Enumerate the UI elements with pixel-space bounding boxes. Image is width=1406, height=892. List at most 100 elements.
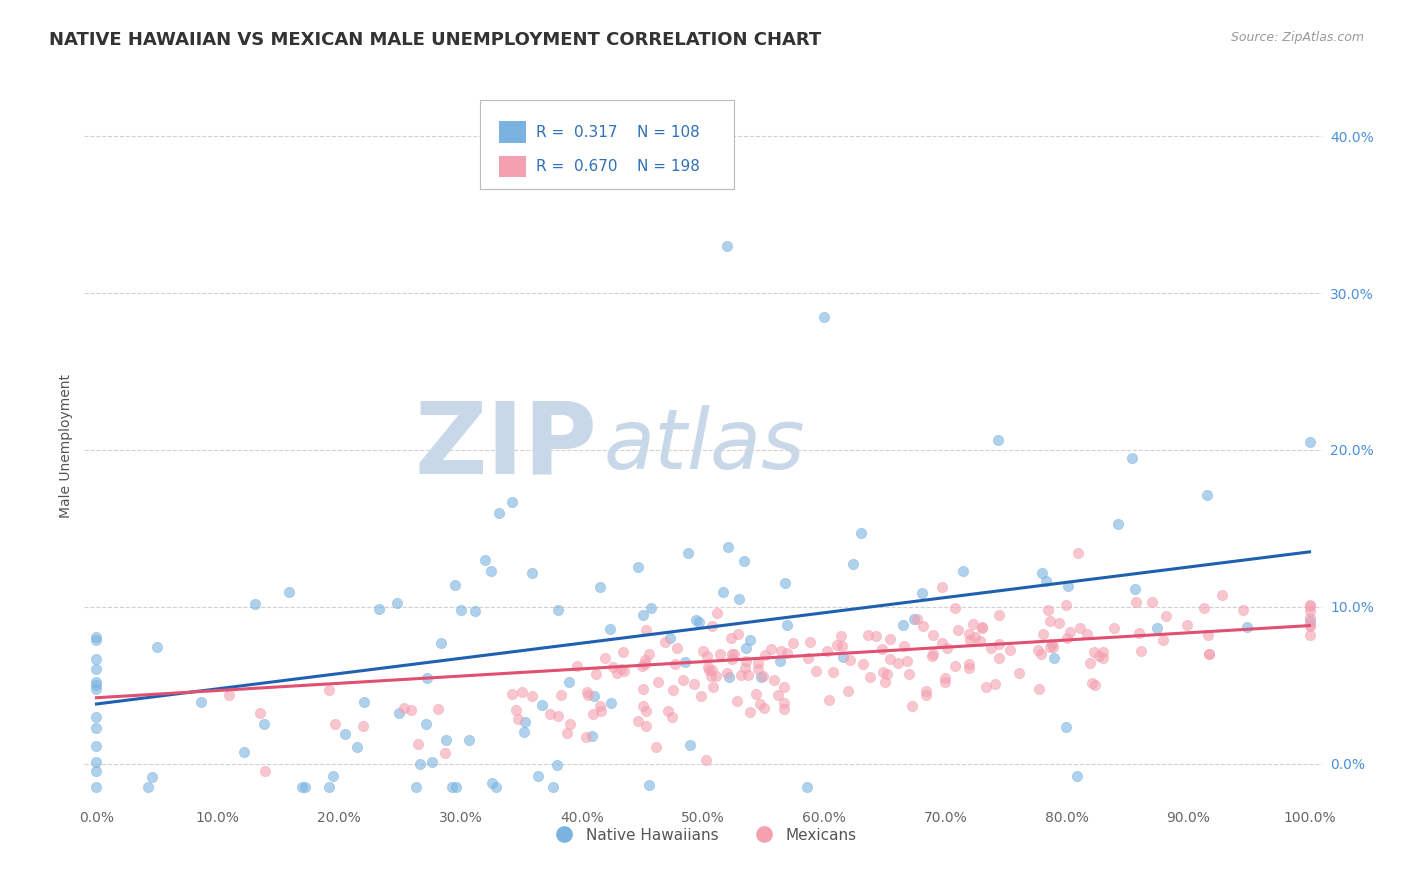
- Point: [1040, 637, 1063, 651]
- Point: [86, 710, 108, 724]
- Point: [832, 649, 855, 664]
- Point: [685, 613, 707, 627]
- Point: [1039, 614, 1062, 628]
- Point: [253, 716, 276, 731]
- Point: [859, 670, 882, 684]
- Point: [333, 727, 356, 741]
- Point: [773, 576, 796, 591]
- Point: [945, 601, 967, 615]
- Point: [959, 632, 981, 647]
- Point: [86, 682, 108, 697]
- Point: [575, 730, 598, 744]
- Point: [634, 653, 657, 667]
- Point: [799, 635, 821, 649]
- Point: [751, 669, 773, 683]
- Point: [86, 755, 108, 769]
- Point: [665, 640, 688, 655]
- Point: [1121, 451, 1143, 466]
- Point: [589, 705, 612, 719]
- Point: [278, 585, 301, 599]
- Point: [727, 627, 749, 641]
- Point: [409, 757, 432, 772]
- Point: [1298, 435, 1320, 450]
- Point: [426, 702, 449, 716]
- Point: [385, 596, 408, 610]
- Point: [934, 674, 956, 689]
- Point: [716, 239, 738, 253]
- Text: R =  0.317    N = 108: R = 0.317 N = 108: [536, 125, 700, 139]
- Point: [872, 665, 894, 679]
- Point: [748, 698, 770, 712]
- Point: [1008, 666, 1031, 681]
- Point: [1298, 615, 1320, 629]
- Point: [879, 632, 901, 646]
- Point: [515, 714, 537, 729]
- Text: R =  0.670    N = 198: R = 0.670 N = 198: [536, 159, 700, 174]
- FancyBboxPatch shape: [499, 155, 526, 177]
- Point: [1039, 640, 1062, 654]
- Point: [725, 694, 748, 708]
- Point: [852, 657, 875, 671]
- Point: [921, 648, 943, 663]
- Point: [575, 685, 598, 699]
- Point: [911, 586, 934, 600]
- Point: [751, 670, 773, 684]
- Point: [841, 557, 863, 571]
- Point: [987, 607, 1010, 622]
- Point: [1129, 644, 1152, 658]
- Point: [709, 647, 731, 661]
- Point: [720, 632, 742, 646]
- Point: [647, 674, 669, 689]
- Point: [1054, 720, 1077, 734]
- Point: [145, 640, 167, 654]
- Point: [1026, 642, 1049, 657]
- Point: [759, 642, 782, 657]
- Point: [838, 653, 860, 667]
- Point: [988, 637, 1011, 651]
- Point: [1054, 598, 1077, 612]
- Point: [636, 719, 658, 733]
- Point: [737, 667, 759, 681]
- Point: [876, 666, 898, 681]
- Point: [1298, 611, 1320, 625]
- Point: [86, 764, 108, 778]
- Point: [804, 664, 827, 678]
- Point: [766, 688, 789, 702]
- Point: [901, 699, 924, 714]
- Point: [662, 682, 685, 697]
- Point: [588, 580, 610, 594]
- Point: [661, 709, 683, 723]
- Point: [1031, 648, 1053, 662]
- Point: [957, 661, 980, 675]
- Point: [441, 780, 464, 794]
- Y-axis label: Male Unemployment: Male Unemployment: [59, 374, 73, 518]
- Point: [388, 706, 411, 720]
- Point: [1076, 627, 1098, 641]
- Point: [965, 630, 987, 644]
- Point: [773, 681, 796, 695]
- Point: [657, 705, 679, 719]
- Point: [1083, 645, 1105, 659]
- Point: [557, 675, 579, 690]
- Point: [1123, 582, 1146, 597]
- Point: [1128, 626, 1150, 640]
- Point: [218, 688, 240, 702]
- Point: [676, 545, 699, 559]
- Point: [430, 636, 453, 650]
- Point: [394, 701, 416, 715]
- Point: [1175, 618, 1198, 632]
- Point: [485, 780, 508, 794]
- Point: [565, 659, 588, 673]
- Point: [1125, 595, 1147, 609]
- Point: [1084, 678, 1107, 692]
- Point: [1036, 603, 1059, 617]
- Point: [86, 739, 108, 754]
- Point: [416, 671, 439, 685]
- Point: [636, 623, 658, 637]
- Point: [420, 756, 443, 770]
- Point: [763, 673, 786, 687]
- Point: [346, 739, 368, 754]
- Point: [450, 603, 472, 617]
- Point: [717, 540, 740, 554]
- Point: [86, 675, 108, 690]
